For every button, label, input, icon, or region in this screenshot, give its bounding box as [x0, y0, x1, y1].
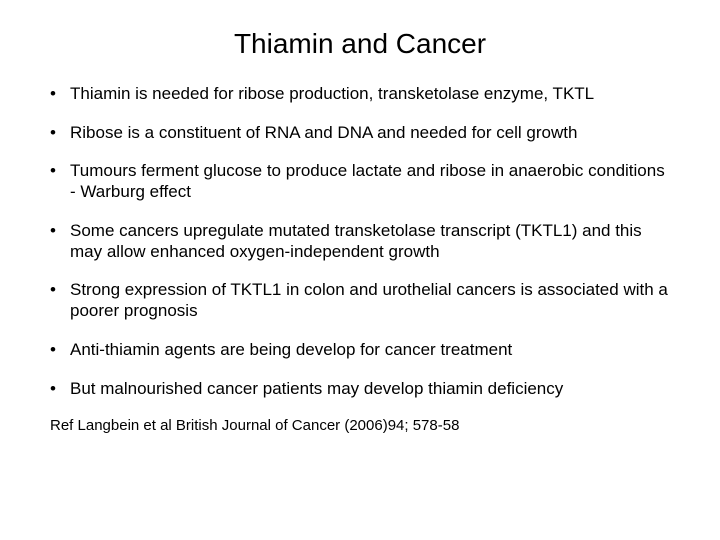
list-item: Tumours ferment glucose to produce lacta… [46, 161, 674, 202]
reference-text: Ref Langbein et al British Journal of Ca… [40, 417, 680, 434]
list-item: Some cancers upregulate mutated transket… [46, 221, 674, 262]
list-item: Ribose is a constituent of RNA and DNA a… [46, 123, 674, 144]
list-item: Thiamin is needed for ribose production,… [46, 84, 674, 105]
page-title: Thiamin and Cancer [40, 28, 680, 60]
list-item: But malnourished cancer patients may dev… [46, 379, 674, 400]
slide: Thiamin and Cancer Thiamin is needed for… [0, 0, 720, 540]
list-item: Strong expression of TKTL1 in colon and … [46, 280, 674, 321]
list-item: Anti-thiamin agents are being develop fo… [46, 340, 674, 361]
bullet-list: Thiamin is needed for ribose production,… [40, 84, 680, 399]
